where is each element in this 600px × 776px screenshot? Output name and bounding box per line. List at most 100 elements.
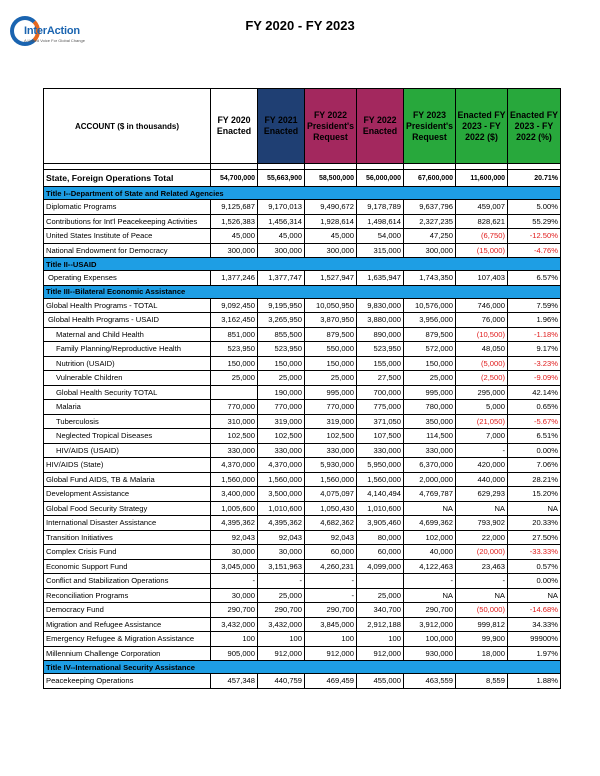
value-cell: 995,000 — [403, 384, 456, 400]
value-cell: 420,000 — [455, 457, 508, 473]
value-cell: - — [304, 573, 357, 589]
value-cell: 1,377,246 — [210, 270, 258, 286]
value-cell: 310,000 — [210, 413, 258, 429]
value-cell: 330,000 — [304, 442, 357, 458]
account-name-cell: Global Health Security TOTAL — [43, 384, 211, 400]
column-header-0: ACCOUNT ($ in thousands) — [43, 88, 211, 164]
value-cell: 371,050 — [356, 413, 404, 429]
table-row: Maternal and Child Health 851,000 855,500 8… — [43, 326, 561, 342]
column-header-6: Enacted FY 2023 - FY 2022 ($) — [455, 88, 508, 164]
value-cell: 995,000 — [304, 384, 357, 400]
value-cell: 9,830,000 — [356, 297, 404, 313]
value-cell: 290,700 — [304, 602, 357, 618]
value-cell: -12.50% — [507, 228, 561, 244]
value-cell: NA — [403, 587, 456, 603]
account-name-cell: Global Health Programs - USAID — [43, 312, 211, 328]
account-name-cell: Malaria — [43, 399, 211, 415]
value-cell: - — [210, 573, 258, 589]
value-cell: 1,743,350 — [403, 270, 456, 286]
value-cell: 469,459 — [304, 673, 357, 689]
value-cell: 27.50% — [507, 529, 561, 545]
value-cell: 300,000 — [210, 242, 258, 258]
value-cell: 9,170,013 — [257, 199, 305, 215]
value-cell: 60,000 — [304, 544, 357, 560]
account-name-cell: Tuberculosis — [43, 413, 211, 429]
account-name-cell: Operating Expenses — [43, 270, 211, 286]
value-cell: 999,812 — [455, 616, 508, 632]
budget-table: ACCOUNT ($ in thousands) FY 2020 Enacted F… — [43, 88, 561, 689]
value-cell: NA — [455, 500, 508, 516]
value-cell: 102,500 — [304, 428, 357, 444]
table-row: Millennium Challenge Corporation 905,000 9… — [43, 645, 561, 661]
value-cell: 0.00% — [507, 573, 561, 589]
value-cell: 1,928,614 — [304, 213, 357, 229]
value-cell: 99,900 — [455, 631, 508, 647]
table-row: Transition Initiatives 92,043 92,043 92,043… — [43, 529, 561, 545]
value-cell: 5,000 — [455, 399, 508, 415]
value-cell: 155,000 — [356, 355, 404, 371]
value-cell: 523,950 — [257, 341, 305, 357]
value-cell: 330,000 — [356, 442, 404, 458]
table-row: HIV/AIDS (USAID) 330,000 330,000 330,000 330… — [43, 442, 561, 458]
value-cell: 629,293 — [455, 486, 508, 502]
value-cell: 55.29% — [507, 213, 561, 229]
value-cell: 1,010,600 — [257, 500, 305, 516]
value-cell: -5.67% — [507, 413, 561, 429]
value-cell: 319,000 — [304, 413, 357, 429]
value-cell: 459,007 — [455, 199, 508, 215]
table-row: Conflict and Stabilization Operations - - -… — [43, 573, 561, 589]
value-cell: (10,500) — [455, 326, 508, 342]
column-header-2: FY 2021 Enacted — [257, 88, 305, 164]
value-cell: 855,500 — [257, 326, 305, 342]
account-name-cell: Global Food Security Strategy — [43, 500, 211, 516]
table-row: Complex Crisis Fund 30,000 30,000 60,000 60,… — [43, 544, 561, 560]
value-cell: 1,560,000 — [257, 471, 305, 487]
value-cell: - — [403, 573, 456, 589]
value-cell: 523,950 — [210, 341, 258, 357]
value-cell: -1.18% — [507, 326, 561, 342]
value-cell: 114,500 — [403, 428, 456, 444]
account-name-cell: Conflict and Stabilization Operations — [43, 573, 211, 589]
section-header-row: Title I--Department of State and Related… — [43, 186, 561, 200]
table-row: National Endowment for Democracy 300,000 3… — [43, 242, 561, 258]
value-cell: 99900% — [507, 631, 561, 647]
section-header-row: Title II--USAID — [43, 257, 561, 271]
section-title: Title III--Bilateral Economic Assistance — [43, 284, 561, 299]
value-cell: 770,000 — [210, 399, 258, 415]
value-cell: 572,000 — [403, 341, 456, 357]
column-header-3: FY 2022 President's Request — [304, 88, 357, 164]
value-cell: 550,000 — [304, 341, 357, 357]
value-cell: 20.33% — [507, 515, 561, 531]
value-cell: 1,377,747 — [257, 270, 305, 286]
value-cell: 523,950 — [356, 341, 404, 357]
value-cell: 300,000 — [257, 242, 305, 258]
account-name-cell: HIV/AIDS (State) — [43, 457, 211, 473]
value-cell: 300,000 — [304, 242, 357, 258]
value-cell: 54,000 — [356, 228, 404, 244]
value-cell: 330,000 — [210, 442, 258, 458]
value-cell: -3.23% — [507, 355, 561, 371]
account-name-cell: United States Institute of Peace — [43, 228, 211, 244]
column-header-4: FY 2022 Enacted — [356, 88, 404, 164]
value-cell: 76,000 — [455, 312, 508, 328]
table-row: Democracy Fund 290,700 290,700 290,700 340,7… — [43, 602, 561, 618]
value-cell: 1,526,383 — [210, 213, 258, 229]
table-row: Nutrition (USAID) 150,000 150,000 150,000 15… — [43, 355, 561, 371]
value-cell: 3,500,000 — [257, 486, 305, 502]
value-cell: 25,000 — [210, 370, 258, 386]
section-header-row: Title III--Bilateral Economic Assistance — [43, 284, 561, 299]
value-cell: 319,000 — [257, 413, 305, 429]
table-body: State, Foreign Operations Total 54,700,00… — [43, 163, 561, 689]
value-cell: 455,000 — [356, 673, 404, 689]
account-name-cell: Millennium Challenge Corporation — [43, 645, 211, 661]
value-cell: 92,043 — [210, 529, 258, 545]
value-cell: 300,000 — [403, 242, 456, 258]
value-cell: 1.88% — [507, 673, 561, 689]
account-name-cell: National Endowment for Democracy — [43, 242, 211, 258]
table-row: Diplomatic Programs 9,125,687 9,170,013 9,4… — [43, 199, 561, 215]
account-name-cell: Democracy Fund — [43, 602, 211, 618]
table-row: Development Assistance 3,400,000 3,500,000… — [43, 486, 561, 502]
value-cell: 9,490,672 — [304, 199, 357, 215]
account-name-cell: Transition Initiatives — [43, 529, 211, 545]
value-cell: 8,559 — [455, 673, 508, 689]
